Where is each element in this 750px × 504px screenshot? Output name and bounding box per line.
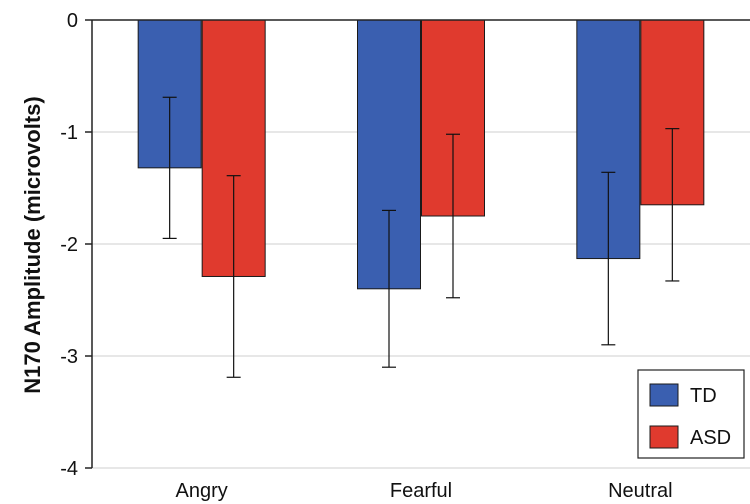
legend: TD ASD xyxy=(637,369,745,459)
y-tick-label-2: -2 xyxy=(60,234,78,256)
legend-label-asd: ASD xyxy=(690,427,731,449)
y-tick-label-1: -1 xyxy=(60,122,78,144)
y-ticks: 0 -1 -2 -3 -4 xyxy=(60,10,92,480)
legend-label-td: TD xyxy=(690,385,717,407)
x-tick-label-fearful: Fearful xyxy=(390,480,452,502)
x-tick-labels: Angry Fearful Neutral xyxy=(176,480,673,502)
legend-swatch-td xyxy=(649,383,679,407)
x-tick-label-angry: Angry xyxy=(176,480,228,502)
legend-swatch-asd xyxy=(649,425,679,449)
bars-group xyxy=(137,19,705,290)
y-tick-label-0: 0 xyxy=(67,10,78,32)
y-tick-label-3: -3 xyxy=(60,346,78,368)
y-axis-label: N170 Amplitude (microvolts) xyxy=(20,96,45,393)
x-tick-label-neutral: Neutral xyxy=(608,480,672,502)
y-tick-label-4: -4 xyxy=(60,458,78,480)
error-bars-group xyxy=(162,96,680,378)
